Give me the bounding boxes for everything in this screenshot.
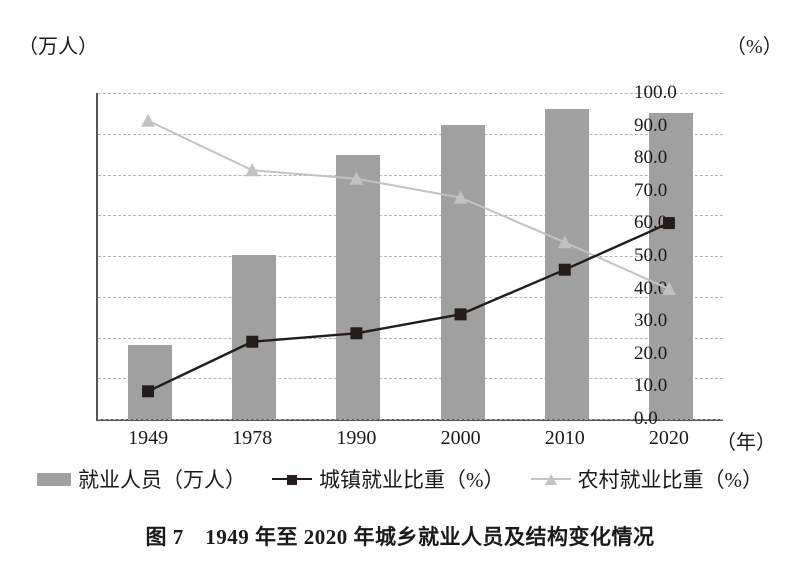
x-tick-2020: 2020 xyxy=(648,427,689,449)
right-axis-unit-label: （%） xyxy=(726,36,783,58)
gridline xyxy=(98,93,723,94)
x-tick-1949: 1949 xyxy=(128,427,169,449)
datapoint-square-2020 xyxy=(662,217,675,230)
right-tick-100.0: 100.0 xyxy=(634,82,677,103)
right-tick-90.0: 90.0 xyxy=(634,114,668,136)
datapoint-square-2000 xyxy=(454,308,467,321)
datapoint-square-2010 xyxy=(558,263,571,276)
right-tick-20.0: 20.0 xyxy=(634,342,668,364)
right-tick-0.0: 0.0 xyxy=(634,408,658,429)
datapoint-square-1990 xyxy=(350,327,363,340)
x-tick-2000: 2000 xyxy=(440,427,481,449)
legend-triangle-marker-icon xyxy=(530,472,571,486)
bar-2000 xyxy=(440,125,485,419)
datapoint-triangle-1949 xyxy=(141,113,156,127)
gridline xyxy=(98,296,723,298)
right-tick-50.0: 50.0 xyxy=(634,245,668,266)
datapoint-triangle-2000 xyxy=(453,190,468,204)
right-tick-80.0: 80.0 xyxy=(634,147,668,169)
line-series-layer xyxy=(141,113,676,398)
legend-label-rural-share: 农村就业比重（%） xyxy=(577,468,764,492)
legend-label-employment: 就业人员（万人） xyxy=(78,468,246,492)
right-tick-40.0: 40.0 xyxy=(634,277,668,299)
x-tick-1990: 1990 xyxy=(336,427,377,449)
gridline xyxy=(98,378,723,380)
legend-item-urban-share: 城镇就业比重（%） xyxy=(272,464,505,494)
right-tick-10.0: 10.0 xyxy=(634,375,668,397)
x-axis-unit-label: （年） xyxy=(716,432,776,454)
x-tick-2010: 2010 xyxy=(544,427,585,449)
datapoint-triangle-1990 xyxy=(349,171,364,185)
plot-area xyxy=(96,93,723,421)
line-triangle xyxy=(147,119,670,290)
right-tick-70.0: 70.0 xyxy=(634,179,668,201)
datapoint-triangle-1978 xyxy=(245,163,260,177)
chart-legend: 就业人员（万人） 城镇就业比重（%） 农村就业比重（%） xyxy=(0,464,800,494)
gridline xyxy=(98,215,723,217)
datapoint-triangle-2020 xyxy=(661,281,676,295)
gridline xyxy=(98,174,723,176)
legend-item-rural-share: 农村就业比重（%） xyxy=(530,464,764,494)
bar-2020 xyxy=(648,113,693,419)
x-tick-1978: 1978 xyxy=(232,427,273,449)
gridline xyxy=(98,256,723,257)
datapoint-triangle-2010 xyxy=(557,235,572,249)
legend-label-urban-share: 城镇就业比重（%） xyxy=(319,468,505,492)
datapoint-square-1949 xyxy=(142,385,155,398)
legend-bar-swatch-icon xyxy=(37,472,71,486)
legend-item-employment: 就业人员（万人） xyxy=(37,464,246,494)
figure-caption: 图 7 1949 年至 2020 年城乡就业人员及结构变化情况 xyxy=(145,525,655,549)
gridline xyxy=(98,133,723,135)
left-axis-unit-label: （万人） xyxy=(18,36,98,58)
line-square xyxy=(147,221,670,393)
bar-1990 xyxy=(336,155,381,419)
gridline xyxy=(98,337,723,339)
gridline xyxy=(98,419,723,420)
legend-square-marker-icon xyxy=(272,472,312,486)
datapoint-square-1978 xyxy=(246,335,259,348)
right-tick-30.0: 30.0 xyxy=(634,310,668,332)
